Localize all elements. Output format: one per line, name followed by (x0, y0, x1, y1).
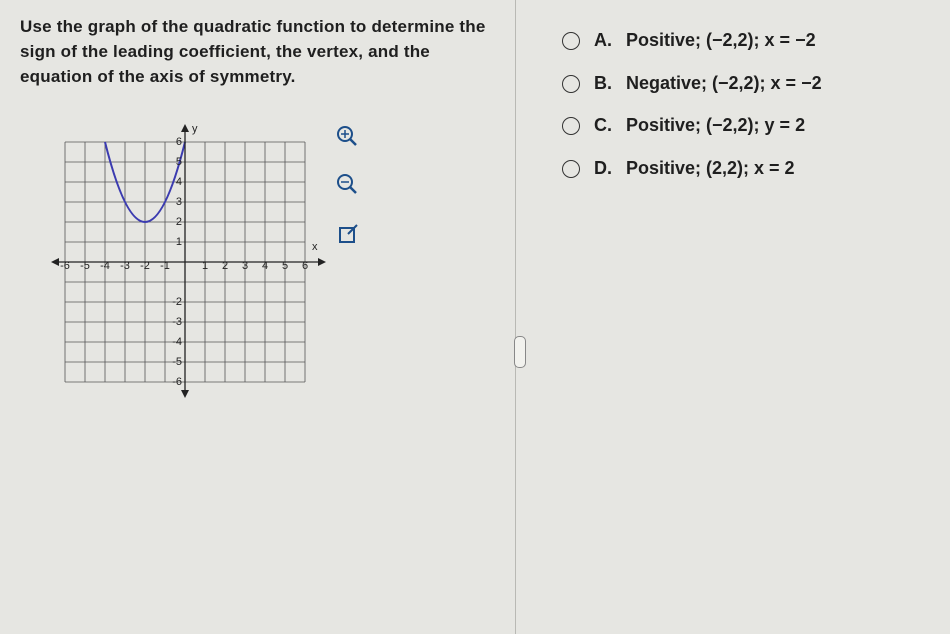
option-text: Positive; (2,2); x = 2 (626, 158, 795, 178)
option-text: Positive; (−2,2); x = −2 (626, 30, 816, 50)
x-tick-label: 3 (242, 260, 248, 272)
x-tick-label: 4 (262, 260, 268, 272)
option-text: Positive; (−2,2); y = 2 (626, 115, 806, 135)
x-tick-label: 2 (222, 260, 228, 272)
x-tick-label: -4 (100, 260, 110, 272)
y-tick-label: 3 (176, 196, 182, 208)
radio[interactable] (562, 116, 580, 135)
y-tick-label: 1 (176, 236, 182, 248)
radio[interactable] (562, 31, 580, 50)
option[interactable]: C. Positive; (−2,2); y = 2 (562, 115, 805, 136)
option[interactable]: B. Negative; (−2,2); x = −2 (562, 73, 822, 94)
zoom-in[interactable] (337, 126, 357, 146)
y-tick-label: 2 (176, 216, 182, 228)
y-tick-label: -3 (172, 316, 182, 328)
option-letter: D. (594, 158, 612, 178)
y-tick-label: -5 (172, 356, 182, 368)
arrow (181, 124, 189, 132)
option-letter: A. (594, 30, 612, 50)
open-external[interactable] (339, 224, 358, 243)
radio[interactable] (562, 159, 580, 178)
graph: x y -6 -5 -4 -3 -2 -1 1 2 3 4 5 6 6 5 4 3 2 1 -2 -3 -4 -5 -6 (51, 123, 358, 398)
option-letter: C. (594, 115, 612, 135)
divider (515, 0, 516, 634)
y-tick-label: -4 (172, 336, 182, 348)
option[interactable]: D. Positive; (2,2); x = 2 (562, 158, 795, 179)
x-tick-label: -3 (120, 260, 130, 272)
x-tick-label: -5 (80, 260, 90, 272)
x-tick-label: -2 (140, 260, 150, 272)
y-tick-label: 4 (176, 176, 182, 188)
x-tick-label: -6 (60, 260, 70, 272)
option-letter: B. (594, 73, 612, 93)
y-tick-label: 6 (176, 136, 182, 148)
x-tick-label: 6 (302, 260, 308, 272)
x-tick-label: 1 (202, 260, 208, 272)
arrow (181, 390, 189, 398)
more-button[interactable] (514, 336, 526, 368)
question: Use the graph of the quadratic function … (20, 17, 486, 86)
parabola (104, 141, 186, 223)
arrow (318, 258, 326, 266)
radio[interactable] (562, 74, 580, 93)
y-tick-label: -2 (172, 296, 182, 308)
zoom-out[interactable] (337, 174, 357, 194)
arrow (51, 258, 59, 266)
x-tick-label: 5 (282, 260, 288, 272)
y-tick-label: 5 (176, 156, 182, 168)
option-text: Negative; (−2,2); x = −2 (626, 73, 822, 93)
y-axis-label: y (192, 123, 198, 135)
x-tick-label: -1 (160, 260, 170, 272)
option[interactable]: A. Positive; (−2,2); x = −2 (562, 30, 816, 51)
x-axis-label: x (312, 241, 318, 253)
y-tick-label: -6 (172, 376, 182, 388)
